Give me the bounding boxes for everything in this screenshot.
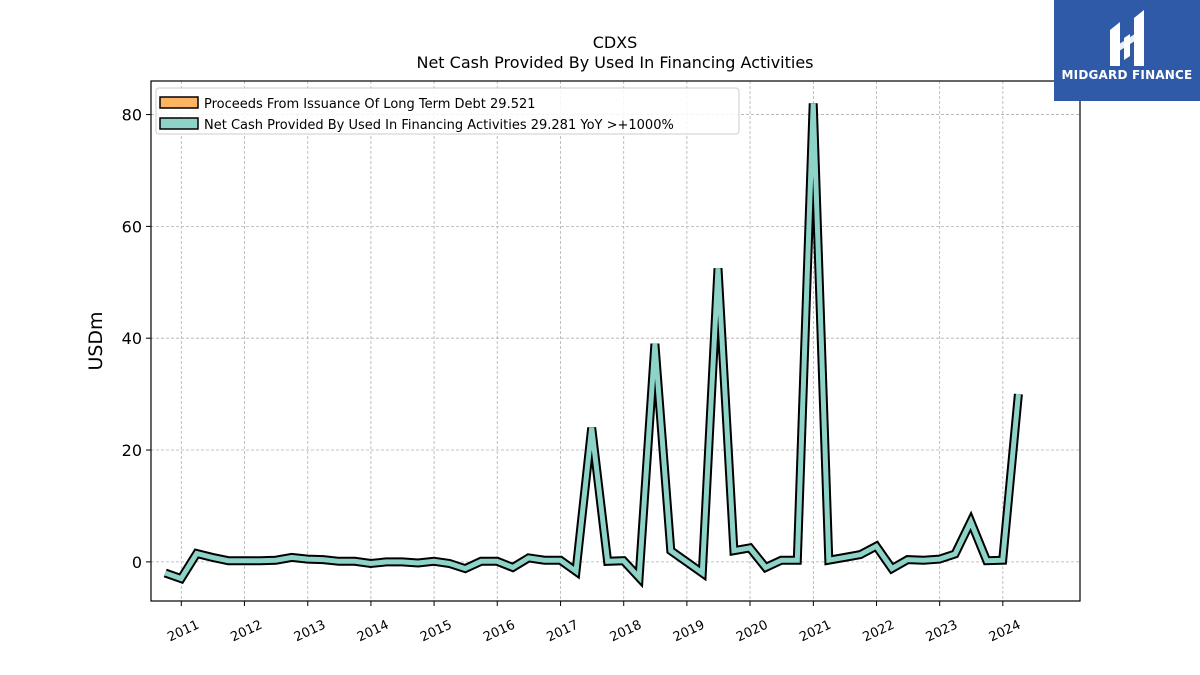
x-tick-label: 2018 bbox=[608, 618, 644, 646]
x-tick-label: 2021 bbox=[797, 618, 833, 646]
y-tick-label: 60 bbox=[122, 217, 142, 236]
logo-text: MIDGARD FINANCE bbox=[1061, 68, 1193, 82]
y-tick-label: 20 bbox=[122, 441, 142, 460]
legend-label: Proceeds From Issuance Of Long Term Debt… bbox=[204, 97, 536, 112]
legend-swatch bbox=[159, 117, 199, 130]
x-tick-label: 2019 bbox=[671, 618, 707, 646]
y-tick-label: 80 bbox=[122, 106, 142, 125]
brand-logo: MIDGARD FINANCE bbox=[1054, 0, 1200, 101]
chart-title: CDXS bbox=[593, 33, 638, 52]
midgard-logo-icon bbox=[1110, 10, 1144, 66]
x-tick-label: 2013 bbox=[292, 618, 328, 646]
x-tick-label: 2015 bbox=[418, 618, 454, 646]
x-tick-label: 2022 bbox=[861, 618, 897, 646]
grid bbox=[151, 81, 1080, 601]
y-tick-label: 40 bbox=[122, 329, 142, 348]
x-tick-label: 2011 bbox=[165, 618, 201, 646]
legend-swatch bbox=[159, 96, 199, 109]
x-tick-label: 2020 bbox=[734, 618, 770, 646]
x-tick-label: 2012 bbox=[228, 618, 264, 646]
x-tick-label: 2017 bbox=[545, 618, 581, 646]
series-1-outline bbox=[163, 103, 1023, 589]
legend-label: Net Cash Provided By Used In Financing A… bbox=[204, 118, 674, 133]
chart-subtitle: Net Cash Provided By Used In Financing A… bbox=[416, 53, 813, 72]
legend-box bbox=[155, 87, 740, 135]
x-tick-label: 2024 bbox=[987, 618, 1023, 646]
series-1-line bbox=[164, 103, 1021, 584]
series-layer bbox=[163, 103, 1023, 589]
x-tick-label: 2016 bbox=[481, 618, 517, 646]
y-axis-label: USDm bbox=[85, 311, 107, 370]
x-tick-label: 2014 bbox=[355, 618, 391, 646]
legend: Proceeds From Issuance Of Long Term Debt… bbox=[155, 87, 740, 135]
plot-frame bbox=[150, 80, 1081, 602]
y-tick-label: 0 bbox=[132, 553, 142, 572]
x-tick-label: 2023 bbox=[924, 618, 960, 646]
